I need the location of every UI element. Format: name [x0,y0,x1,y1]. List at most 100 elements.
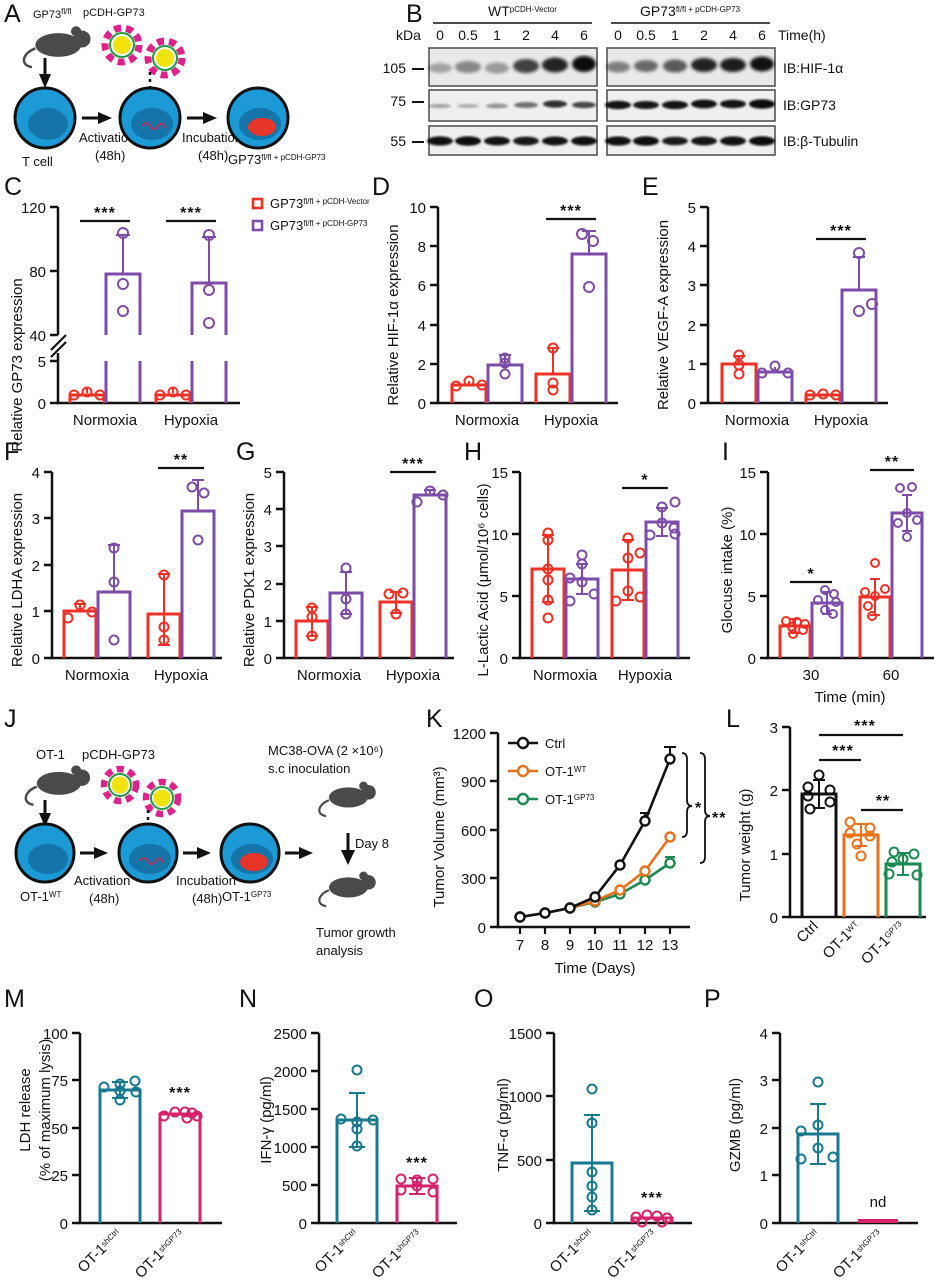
f-bar-normoxia-vector [62,599,98,658]
ib-label-gp73: IB:GP73 [783,97,836,113]
svg-text:1200: 1200 [453,726,486,743]
svg-text:***: *** [402,456,424,473]
c-yticks-upper: 120 80 40 [21,200,58,345]
h-cat-normoxia: Normoxia [533,667,598,684]
vector-particle-j2 [142,778,182,818]
d-sig-hypoxia: *** [546,203,596,221]
vector-label-a: pCDH-GP73 [83,7,145,19]
d-ylabel: Relative HIF-1α expression [385,224,402,405]
svg-text:11: 11 [612,937,628,954]
e-bar-hypoxia-gp73 [840,247,878,403]
panel-o-chart: O TNF-α (pg/ml) 1500 1000 500 0 [470,985,705,1280]
k-sig-outer-label: ** [712,810,726,827]
activation-time-a: (48h) [95,148,125,163]
svg-text:0: 0 [614,27,622,43]
schematic-a-svg: GP73fl/fl pCDH-GP73 T cell [13,7,326,169]
k-xticks: 7 8 9 10 11 12 13 [516,927,678,954]
svg-text:***: *** [854,718,876,735]
cell-transfected [118,86,182,150]
l-sig-wt-gp73: ** [861,793,903,812]
l-cat-ot1gp73: OT-1GP73 [858,917,908,967]
svg-text:5: 5 [688,200,696,217]
arrow-right-1 [82,112,112,124]
n-xcats: OT-1shCtrl OT-1shGP73 [311,1226,420,1280]
mouse-icon [22,26,91,69]
panel-f-letter: F [4,438,20,466]
svg-text:0.5: 0.5 [636,27,656,43]
p-xcats: OT-1shCtrl OT-1shGP73 [772,1225,886,1280]
arrow-right-j3 [285,847,313,859]
svg-text:4: 4 [551,27,559,43]
svg-text:5: 5 [38,354,46,371]
c-bar-hypoxia-vector [154,386,192,403]
l-sig-ctrl-gp73: *** [819,718,903,737]
m-ylabel-2: (% of maximum lysis) [37,1039,54,1182]
mw-marker-55: 55 [390,133,406,149]
ib-label-tubulin: IB:β-Tubulin [783,133,858,149]
svg-text:3: 3 [264,539,272,556]
svg-text:0: 0 [478,920,486,937]
h-bar-normoxia-gp73 [564,549,600,658]
svg-text:0: 0 [688,396,696,413]
c-sig-hypoxia: *** [166,205,216,223]
svg-text:2500: 2500 [274,1026,307,1043]
h-bar-normoxia-vector [530,527,566,658]
k-series-ctrl [514,746,676,923]
blot-b-svg: WTpCDH-Vector GP73fl/fl + pCDH-GP73 kDa … [383,3,858,156]
chart-l-svg: Tumor weight (g) 3 2 1 0 [737,718,926,968]
cell-tcell [13,86,77,150]
d-bar-hypoxia-vector [534,342,572,403]
svg-text:1: 1 [493,27,501,43]
k-sig-bracket-outer: ** [699,752,726,864]
i-bar-30-vector [778,616,812,658]
svg-text:50: 50 [51,1121,68,1138]
panel-f-chart: F Relative LDHA expression 4 3 2 1 0 [0,440,240,705]
svg-text:0: 0 [264,651,272,668]
h-cat-hypoxia: Hypoxia [618,667,673,684]
k-xlabel: Time (Days) [554,960,635,977]
panel-p-chart: P GZMB (pg/ml) 4 3 2 1 0 nd [700,985,939,1280]
outcome-line1: Tumor growth [316,925,396,940]
c-bar-normoxia-vector [68,386,106,403]
mouse-icon-j3 [318,871,376,908]
k-legend: Ctrl OT-1WT OT-1GP73 [508,736,595,807]
mouse-icon-j [24,765,91,806]
arrow-down-day8 [341,833,355,865]
svg-text:25: 25 [51,1168,68,1185]
svg-text:0: 0 [60,1216,68,1233]
panel-e-chart: E Relative VEGF-A expression 5 4 3 2 1 0 [630,175,939,440]
g-sig-hypoxia: *** [390,456,436,474]
svg-text:10: 10 [491,527,508,544]
p-cat-shgp73: OT-1shGP73 [830,1225,886,1280]
o-yticks: 1500 1000 500 0 [509,1026,554,1233]
svg-text:0.5: 0.5 [458,27,478,43]
panel-n-chart: N IFN-γ (pg/ml) 2500 2000 1500 1000 500 … [235,985,470,1280]
f-sig-hypoxia: ** [158,452,204,470]
l-ylabel: Tumor weight (g) [737,789,754,902]
f-ylabel: Relative LDHA expression [9,493,26,667]
panel-l-chart: L Tumor weight (g) 3 2 1 0 [720,705,939,985]
svg-text:7: 7 [516,937,524,954]
svg-text:2: 2 [522,27,530,43]
panel-d-letter: D [372,173,391,201]
svg-text:4: 4 [760,1026,768,1043]
chart-h-svg: L-Lactic Acid (μmol/10⁶ cells) 15 10 5 0 [475,465,690,684]
svg-text:600: 600 [461,823,486,840]
i-cat-30: 30 [803,667,820,684]
svg-text:300: 300 [461,871,486,888]
d-bar-normoxia-gp73 [486,352,524,403]
n-ylabel: IFN-γ (pg/ml) [258,1076,275,1164]
p-ylabel: GZMB (pg/ml) [727,1078,744,1172]
svg-text:1000: 1000 [509,1089,542,1106]
panel-a-letter: A [4,0,21,28]
l-cat-ctrl: Ctrl [793,918,822,947]
timepoint-labels-left: 0 0.5 1 2 4 6 [436,27,588,43]
group-label-left: WTpCDH-Vector [488,3,557,19]
activation-time-j: (48h) [89,891,119,906]
chart-g-svg: Relative PDK1 expression 5 4 3 2 1 0 [241,456,454,684]
c-cat-normoxia: Normoxia [73,412,138,429]
p-bar-shgp73 [858,1219,898,1223]
i-xlabel: Time (min) [814,689,885,706]
chart-o-svg: TNF-α (pg/ml) 1500 1000 500 0 [495,1026,692,1280]
svg-text:1: 1 [264,614,272,631]
